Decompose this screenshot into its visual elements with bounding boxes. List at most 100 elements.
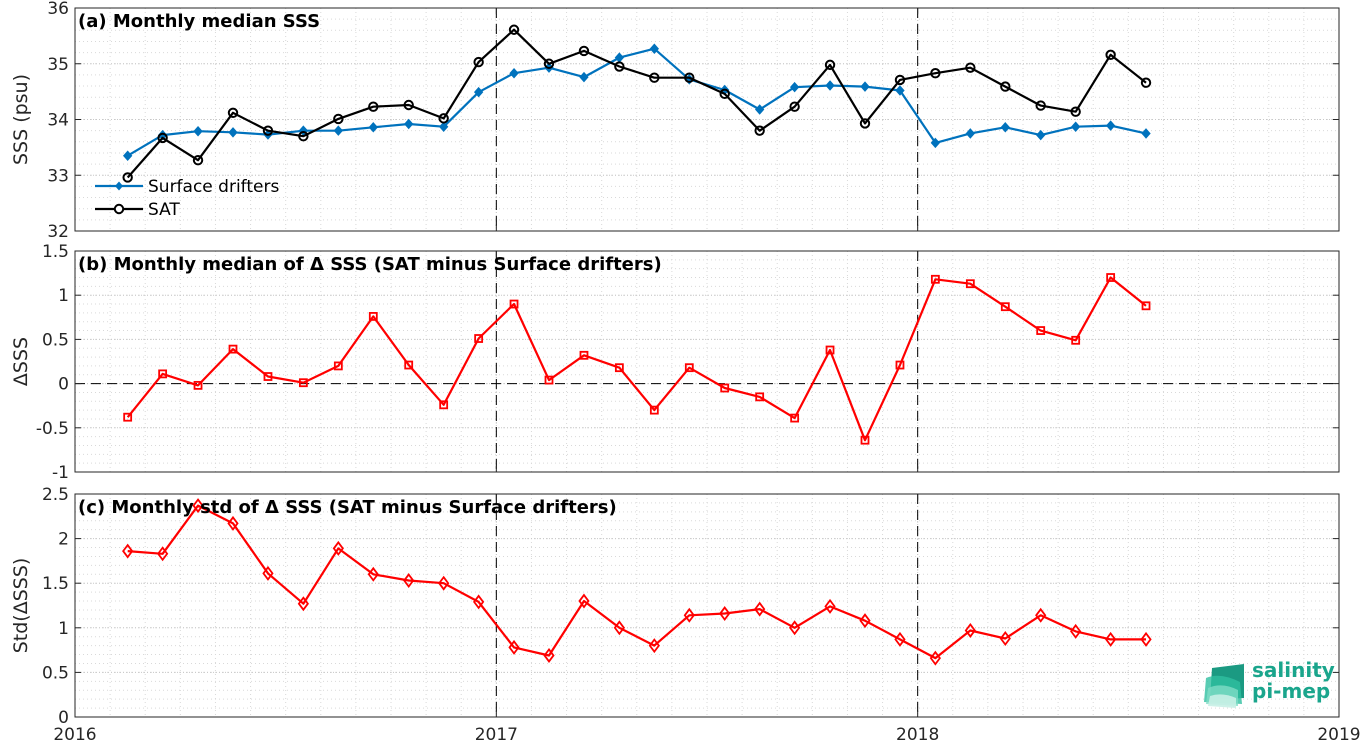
data-point xyxy=(262,125,274,136)
series-delta-sss xyxy=(122,498,1152,666)
data-point xyxy=(368,122,378,133)
data-point xyxy=(438,121,449,132)
data-point xyxy=(122,543,134,559)
data-point xyxy=(683,607,695,623)
data-point xyxy=(227,515,239,531)
data-point xyxy=(824,59,836,71)
data-point xyxy=(929,650,941,666)
data-point xyxy=(509,299,519,309)
data-point xyxy=(228,127,238,138)
y-tick-label: 0.5 xyxy=(42,663,69,683)
y-tick-label: 0 xyxy=(58,375,69,395)
data-point xyxy=(473,86,484,98)
data-point xyxy=(333,125,344,136)
data-point xyxy=(158,369,168,379)
data-point xyxy=(262,565,274,581)
panel-title: (b) Monthly median of Δ SSS (SAT minus S… xyxy=(78,254,662,275)
axes-box xyxy=(74,493,1340,718)
data-point xyxy=(403,573,415,589)
major-grid xyxy=(74,493,1340,718)
data-point xyxy=(438,113,449,124)
y-tick-label: 34 xyxy=(47,111,69,131)
data-point xyxy=(1070,106,1081,117)
data-point xyxy=(439,400,449,410)
data-point xyxy=(895,85,905,96)
data-point xyxy=(123,412,133,422)
data-point xyxy=(298,131,309,142)
y-axis-label: Std(ΔSSS) xyxy=(10,558,32,654)
salinity-pi-mep-logo: salinity pi-mep xyxy=(1204,658,1335,708)
data-point xyxy=(1035,100,1046,111)
data-point xyxy=(614,61,625,72)
series-line xyxy=(127,47,1147,157)
data-point xyxy=(122,172,133,183)
data-point xyxy=(755,392,765,402)
data-point xyxy=(192,154,204,166)
data-point xyxy=(1140,77,1152,88)
legend-label: Surface drifters xyxy=(148,177,279,197)
y-tick-label: 2 xyxy=(58,530,69,550)
panel-b: -1 -0.5 0 0.5 1 1.5 ΔSSS (b) Monthly median of … xyxy=(10,242,1340,483)
data-point xyxy=(578,593,590,609)
data-point xyxy=(333,361,343,371)
data-point xyxy=(368,312,378,321)
y-tick-label: 33 xyxy=(47,166,69,186)
data-point xyxy=(930,137,941,149)
data-point xyxy=(1071,335,1081,345)
y-axis-label: ΔSSS xyxy=(10,337,32,386)
y-tick-label: 35 xyxy=(47,55,69,75)
data-point xyxy=(613,620,625,636)
minor-grid xyxy=(74,493,1340,718)
data-point xyxy=(1105,49,1116,61)
data-point xyxy=(1035,607,1047,623)
data-point xyxy=(720,383,730,393)
data-point xyxy=(614,363,624,373)
data-point xyxy=(965,62,976,73)
data-point xyxy=(367,566,379,582)
data-point xyxy=(964,622,976,638)
y-tick-label: -0.5 xyxy=(36,419,69,439)
data-point xyxy=(544,375,554,385)
data-point xyxy=(999,631,1011,647)
data-point xyxy=(227,107,239,119)
x-tick-label: 2016 xyxy=(53,725,96,745)
x-tick-label: 2018 xyxy=(896,725,939,745)
data-point xyxy=(1141,301,1151,311)
major-grid xyxy=(74,250,1340,473)
logo-line1: salinity xyxy=(1252,658,1335,682)
data-point xyxy=(684,72,695,83)
y-tick-label: 1.5 xyxy=(42,242,69,262)
data-point xyxy=(543,58,555,69)
data-point xyxy=(860,435,870,445)
data-point xyxy=(684,363,694,373)
data-point xyxy=(859,118,871,129)
data-point xyxy=(825,345,835,355)
y-tick-label: 0.5 xyxy=(42,330,69,350)
data-point xyxy=(333,113,344,125)
data-point xyxy=(930,274,940,284)
data-point xyxy=(438,575,450,591)
panel-c: 0 0.5 1 1.5 2 2.5 2016 2017 2018 2019 Std(ΔSSS) (c)… xyxy=(10,485,1361,745)
series-surface-drifters xyxy=(122,43,1151,161)
data-point xyxy=(754,104,765,115)
logo-line2: pi-mep xyxy=(1252,679,1330,703)
data-point xyxy=(648,638,660,654)
y-tick-label: 1 xyxy=(58,286,69,306)
data-point xyxy=(719,88,730,100)
data-point xyxy=(965,279,975,289)
data-point xyxy=(1000,122,1010,133)
data-point xyxy=(965,128,976,139)
data-point xyxy=(825,80,835,91)
data-point xyxy=(298,378,308,388)
y-tick-label: 0 xyxy=(58,708,69,728)
series-line xyxy=(126,276,1147,442)
data-point xyxy=(508,24,520,35)
legend-label: SAT xyxy=(148,200,180,220)
y-tick-label: 1 xyxy=(58,619,69,639)
data-point xyxy=(228,344,238,354)
data-point xyxy=(649,43,660,54)
data-point xyxy=(895,360,905,370)
data-point xyxy=(579,71,589,83)
data-point xyxy=(719,606,731,622)
